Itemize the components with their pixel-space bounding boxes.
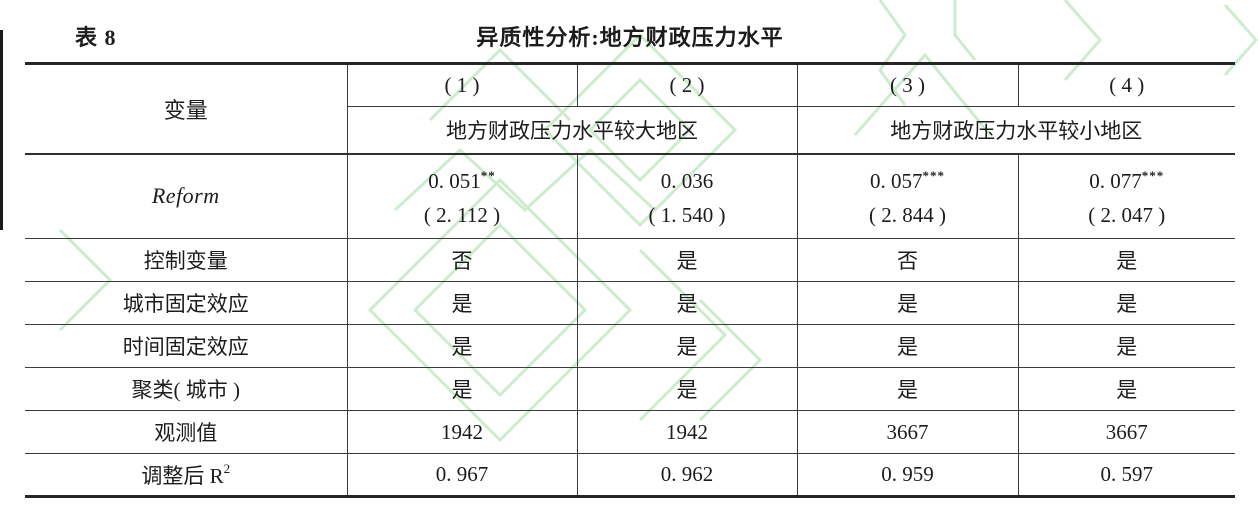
significance-stars: *** xyxy=(1141,167,1165,183)
table-cell: 是 xyxy=(1017,367,1235,411)
table-cell: 是 xyxy=(796,367,1019,411)
coef-value: 0. 036 xyxy=(660,168,714,193)
significance-stars: ** xyxy=(480,167,496,183)
coef-value: 0. 051 xyxy=(428,168,481,193)
t-statistic: ( 2. 047 ) xyxy=(1088,202,1166,227)
superscript-2: 2 xyxy=(223,460,231,476)
coef-value: 0. 057 xyxy=(870,168,923,193)
row-reform: Reform 0. 051** ( 2. 112 ) 0. 036 ( 1. 5… xyxy=(25,153,1235,239)
table-number-label: 表 8 xyxy=(75,25,117,50)
row-label: 调整后 R2 xyxy=(25,453,348,498)
table-cell: 1942 xyxy=(346,410,578,454)
table-cell: 是 xyxy=(1017,238,1235,282)
row-label: 控制变量 xyxy=(25,238,348,282)
table-cell: 是 xyxy=(346,324,578,368)
row-label: 城市固定效应 xyxy=(25,281,348,325)
table-cell: 0. 962 xyxy=(576,453,798,498)
cell-reform-2: 0. 036 ( 1. 540 ) xyxy=(576,153,798,239)
table-cell: 是 xyxy=(576,281,798,325)
cell-reform-4: 0. 077*** ( 2. 047 ) xyxy=(1017,153,1235,239)
table-cell: 0. 959 xyxy=(796,453,1019,498)
header-cell-group-high-pressure: 地方财政压力水平较大地区 xyxy=(347,106,798,155)
regression-table: 变量 ( 1 ) ( 2 ) ( 3 ) ( 4 ) 地方财政压力水平较大地区 … xyxy=(25,62,1235,498)
t-statistic: ( 2. 112 ) xyxy=(423,202,501,227)
row-adjusted-r-squared: 调整后 R2 0. 967 0. 962 0. 959 0. 597 xyxy=(25,453,1235,498)
header-cell-model-1: ( 1 ) xyxy=(346,62,578,107)
row-city-fixed-effects: 城市固定效应 是 是 是 是 xyxy=(25,281,1235,325)
row-label: 聚类( 城市 ) xyxy=(25,367,348,411)
table-cell: 否 xyxy=(796,238,1019,282)
table-cell: 是 xyxy=(576,324,798,368)
table-cell: 是 xyxy=(796,281,1019,325)
row-observations: 观测值 1942 1942 3667 3667 xyxy=(25,410,1235,454)
table-cell: 是 xyxy=(1017,281,1235,325)
table-cell: 是 xyxy=(576,238,798,282)
table-cell: 1942 xyxy=(576,410,798,454)
table-cell: 是 xyxy=(346,281,578,325)
cell-reform-3: 0. 057*** ( 2. 844 ) xyxy=(796,153,1019,239)
row-label-reform: Reform xyxy=(25,153,348,239)
row-time-fixed-effects: 时间固定效应 是 是 是 是 xyxy=(25,324,1235,368)
table-cell: 是 xyxy=(346,367,578,411)
table-cell: 是 xyxy=(576,367,798,411)
row-label: 时间固定效应 xyxy=(25,324,348,368)
coef-value: 0. 077 xyxy=(1089,168,1142,193)
header-cell-group-low-pressure: 地方财政压力水平较小地区 xyxy=(796,106,1235,155)
table-cell: 否 xyxy=(346,238,578,282)
table-cell: 是 xyxy=(1017,324,1235,368)
table-cell: 0. 597 xyxy=(1017,453,1235,498)
page-title: 异质性分析:地方财政压力水平 xyxy=(476,25,784,50)
header-cell-model-2: ( 2 ) xyxy=(576,62,798,107)
header-cell-variable: 变量 xyxy=(25,62,348,155)
row-label-text: 调整后 R xyxy=(141,463,224,488)
t-statistic: ( 2. 844 ) xyxy=(869,202,946,227)
cell-reform-1: 0. 051** ( 2. 112 ) xyxy=(346,153,578,239)
header-cell-model-3: ( 3 ) xyxy=(796,62,1019,107)
table-cell: 3667 xyxy=(1017,410,1235,454)
significance-stars: *** xyxy=(922,167,945,183)
table-cell: 0. 967 xyxy=(346,453,578,498)
row-control-variables: 控制变量 否 是 否 是 xyxy=(25,238,1235,282)
row-clustering-city: 聚类( 城市 ) 是 是 是 是 xyxy=(25,367,1235,411)
table-cell: 3667 xyxy=(796,410,1019,454)
t-statistic: ( 1. 540 ) xyxy=(648,202,726,227)
caption-row: 表 8 异质性分析:地方财政压力水平 xyxy=(25,16,1235,50)
scan-edge-artifact xyxy=(0,30,3,230)
table-cell: 是 xyxy=(796,324,1019,368)
header-cell-model-4: ( 4 ) xyxy=(1017,62,1235,107)
row-label: 观测值 xyxy=(25,410,348,454)
header-row-model-numbers: 变量 ( 1 ) ( 2 ) ( 3 ) ( 4 ) xyxy=(25,62,1235,155)
